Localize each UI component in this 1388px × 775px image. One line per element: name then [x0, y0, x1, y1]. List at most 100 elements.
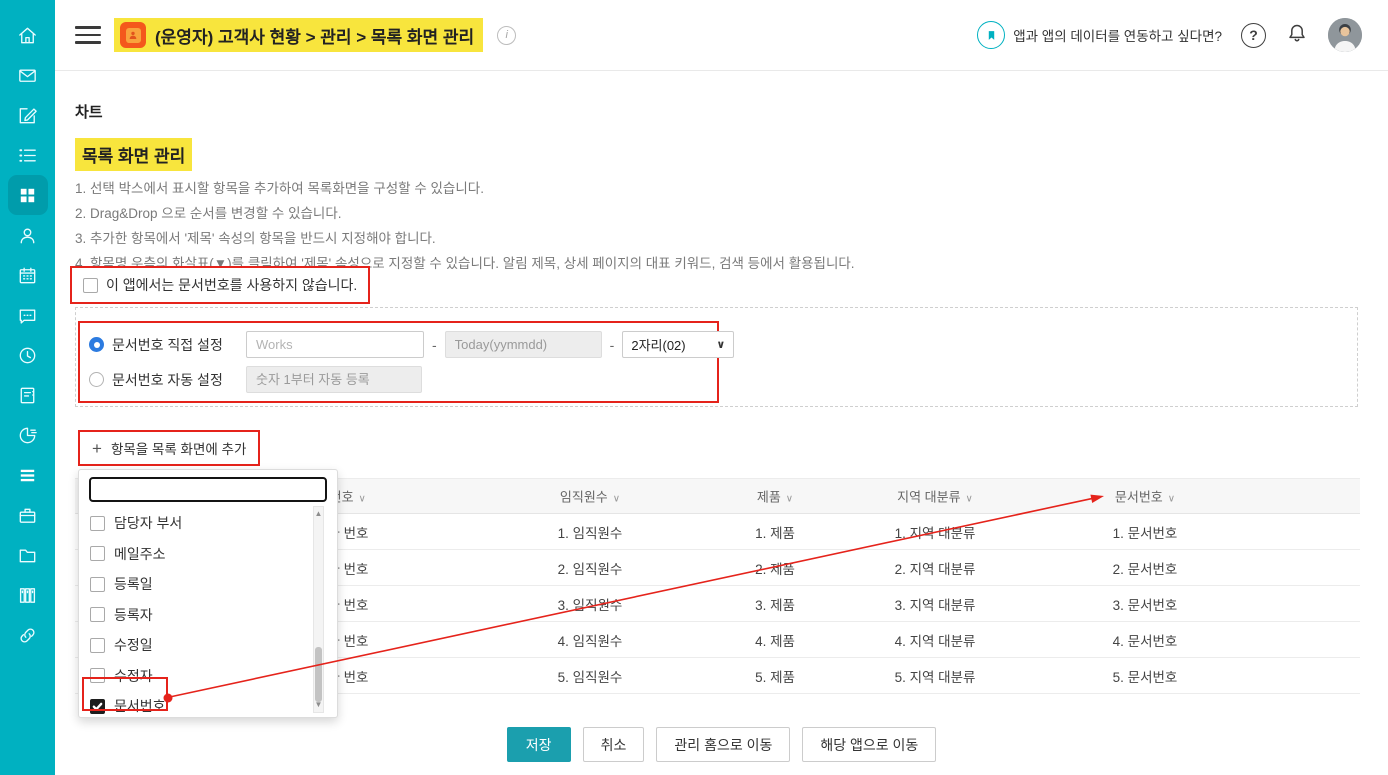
annotation-box-doc-number-item	[82, 677, 168, 711]
sidebar-item-chat[interactable]	[0, 295, 55, 335]
checkbox[interactable]	[90, 546, 105, 562]
no-doc-number-checkbox[interactable]	[83, 277, 98, 293]
cancel-button[interactable]: 취소	[582, 727, 645, 762]
table-cell: 2. 문서번호	[1112, 561, 1178, 577]
notifications-icon[interactable]	[1285, 21, 1309, 50]
table-cell: 4. 제품	[755, 633, 795, 649]
sidebar-item-clock[interactable]	[0, 335, 55, 375]
chevron-down-icon: ∨	[358, 493, 366, 505]
bookmark-icon	[977, 21, 1006, 49]
checkbox[interactable]	[90, 515, 105, 531]
sidebar-item-chart[interactable]	[0, 415, 55, 455]
digits-selected-value: 2자리(02)	[631, 338, 686, 353]
doc-number-digits-select[interactable]: 2자리(02) ∨	[622, 331, 735, 358]
separator-dash: -	[432, 336, 437, 353]
topbar: (운영자) 고객사 현황 > 관리 > 목록 화면 관리 i 앱과 앱의 데이터…	[55, 0, 1388, 71]
field-option[interactable]: 수정자	[79, 661, 311, 692]
checkbox[interactable]	[90, 637, 105, 653]
instructions: 1. 선택 박스에서 표시할 항목을 추가하여 목록화면을 구성할 수 있습니다…	[75, 176, 855, 276]
add-item-button[interactable]: + 항목을 목록 화면에 추가	[78, 430, 261, 466]
checkbox[interactable]	[90, 668, 105, 684]
help-icon[interactable]: ?	[1241, 22, 1266, 48]
field-option[interactable]: 등록일	[79, 569, 311, 600]
doc-number-settings-box: 문서번호 직접 설정 - - 2자리(02) ∨ 문서번호 자동 설정	[75, 307, 1358, 407]
table-cell: 2. 제품	[755, 561, 795, 577]
rows-icon	[20, 469, 35, 481]
scroll-up-icon[interactable]: ▲	[314, 509, 323, 518]
doc-number-prefix-input[interactable]	[246, 331, 424, 358]
clock-icon	[19, 347, 36, 363]
field-option-label: 수정일	[114, 637, 153, 654]
no-doc-number-label: 이 앱에서는 문서번호를 사용하지 않습니다.	[106, 277, 358, 293]
doc-number-direct-radio[interactable]	[89, 337, 104, 352]
chat-icon	[19, 309, 36, 324]
sidebar-item-folder[interactable]	[0, 535, 55, 575]
table-cell: 3. 제품	[755, 597, 795, 613]
sidebar-item-contacts[interactable]	[0, 215, 55, 255]
table-cell: 5. 지역 대분류	[894, 669, 976, 685]
chevron-down-icon: ∨	[612, 493, 621, 505]
link-icon	[20, 627, 35, 643]
sidebar-item-note[interactable]	[0, 375, 55, 415]
field-search-input[interactable]	[89, 477, 327, 502]
instruction-line: 1. 선택 박스에서 표시할 항목을 추가하여 목록화면을 구성할 수 있습니다…	[75, 181, 484, 196]
field-option[interactable]: 메일주소	[79, 539, 311, 570]
app-data-link-banner[interactable]: 앱과 앱의 데이터를 연동하고 싶다면?	[977, 21, 1222, 49]
instruction-line: 2. Drag&Drop 으로 순서를 변경할 수 있습니다.	[75, 206, 342, 221]
sidebar-item-home[interactable]	[0, 15, 55, 55]
chevron-down-icon: ∨	[785, 493, 794, 505]
sidebar-item-compose[interactable]	[0, 95, 55, 135]
field-option-label: 메일주소	[114, 545, 166, 562]
sidebar-item-mail[interactable]	[0, 55, 55, 95]
column-header[interactable]: 지역 대분류 ∨	[897, 489, 973, 505]
sidebar-item-apps[interactable]	[0, 175, 55, 215]
table-cell: 4. 지역 대분류	[894, 633, 976, 649]
home-icon	[19, 27, 36, 43]
chevron-down-icon: ∨	[1167, 493, 1176, 505]
save-button[interactable]: 저장	[506, 727, 571, 762]
sidebar-item-link[interactable]	[0, 615, 55, 655]
field-picker-panel: 담당자 부서 메일주소 등록일 등록자 수정일 수정자 문서번호 ▲ ▼	[78, 469, 338, 718]
annotation-box-doc-number: 문서번호 직접 설정 - - 2자리(02) ∨ 문서번호 자동 설정	[78, 321, 735, 403]
field-option[interactable]: 담당자 부서	[79, 508, 311, 539]
checkbox[interactable]	[90, 607, 105, 623]
sidebar-item-list[interactable]	[0, 135, 55, 175]
briefcase-icon	[19, 508, 36, 523]
table-cell: 1. 제품	[755, 525, 795, 541]
field-option[interactable]: 수정일	[79, 630, 311, 661]
table-cell: 2. 지역 대분류	[894, 561, 976, 577]
doc-number-auto-row: 문서번호 자동 설정	[89, 366, 422, 393]
column-header[interactable]: 제품 ∨	[756, 489, 794, 505]
sidebar-item-archive[interactable]	[0, 575, 55, 615]
scrollbar[interactable]: ▲ ▼	[313, 506, 324, 713]
column-header[interactable]: 임직원수 ∨	[559, 489, 621, 505]
table-cell: 3. 문서번호	[1112, 597, 1178, 613]
chevron-down-icon: ∨	[716, 339, 726, 351]
sidebar-item-rows[interactable]	[0, 455, 55, 495]
doc-number-auto-radio[interactable]	[89, 372, 104, 387]
table-cell: 4. 임직원수	[557, 633, 623, 649]
archive-icon	[19, 587, 36, 603]
column-header[interactable]: 문서번호 ∨	[1114, 489, 1176, 505]
page-title: (운영자) 고객사 현황 > 관리 > 목록 화면 관리	[155, 27, 475, 47]
go-admin-home-button[interactable]: 관리 홈으로 이동	[656, 727, 791, 762]
info-icon[interactable]: i	[497, 25, 517, 45]
no-doc-number-option: 이 앱에서는 문서번호를 사용하지 않습니다.	[70, 266, 371, 304]
sidebar-item-calendar[interactable]	[0, 255, 55, 295]
scrollbar-thumb[interactable]	[315, 647, 322, 702]
doc-number-date-input	[444, 331, 602, 358]
field-option-label: 담당자 부서	[114, 515, 183, 532]
checkbox[interactable]	[90, 576, 105, 592]
avatar[interactable]	[1328, 18, 1362, 52]
app-icon	[120, 22, 146, 48]
apps-grid-icon	[20, 188, 35, 202]
banner-text: 앱과 앱의 데이터를 연동하고 싶다면?	[1013, 29, 1222, 44]
menu-toggle-button[interactable]	[75, 26, 101, 44]
table-cell: 5. 임직원수	[557, 669, 623, 685]
scroll-down-icon[interactable]: ▼	[314, 700, 323, 709]
field-option[interactable]: 등록자	[79, 600, 311, 631]
sidebar-item-briefcase[interactable]	[0, 495, 55, 535]
go-app-button[interactable]: 해당 앱으로 이동	[802, 727, 937, 762]
main-title: 목록 화면 관리	[75, 138, 193, 171]
field-picker-list: 담당자 부서 메일주소 등록일 등록자 수정일 수정자 문서번호	[79, 508, 311, 722]
